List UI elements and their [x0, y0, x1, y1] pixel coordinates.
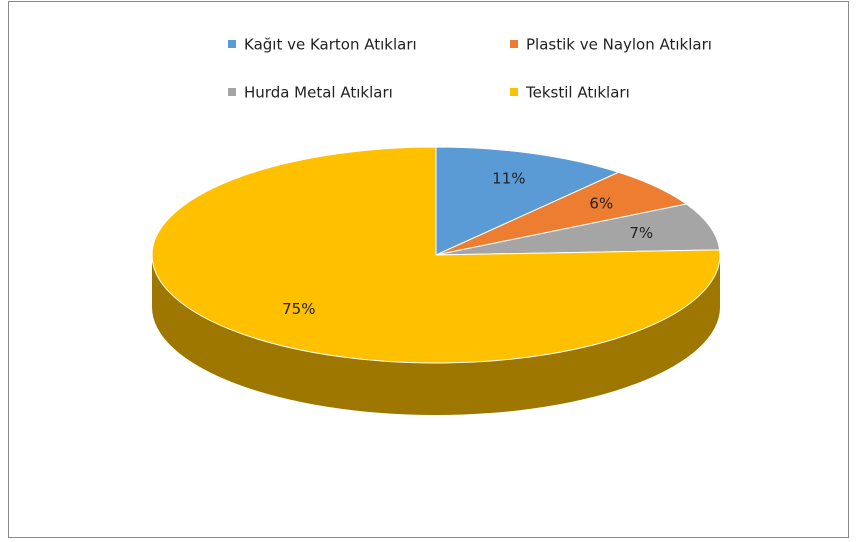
data-label: 11%	[492, 169, 525, 187]
legend-label: Hurda Metal Atıkları	[244, 84, 393, 102]
legend-swatch	[510, 88, 518, 96]
data-label: 6%	[589, 194, 613, 212]
legend-swatch	[228, 40, 236, 48]
slice-side	[152, 255, 720, 415]
slice	[435, 146, 620, 256]
legend-swatch	[510, 40, 518, 48]
legend-label: Tekstil Atıkları	[525, 84, 630, 102]
legend-label: Kağıt ve Karton Atıkları	[244, 36, 417, 54]
slice	[151, 146, 721, 364]
legend-label: Plastik ve Naylon Atıkları	[526, 36, 712, 54]
legend-swatch	[228, 88, 236, 96]
data-label: 7%	[629, 224, 653, 242]
data-label: 75%	[282, 300, 315, 318]
slice	[435, 203, 721, 256]
